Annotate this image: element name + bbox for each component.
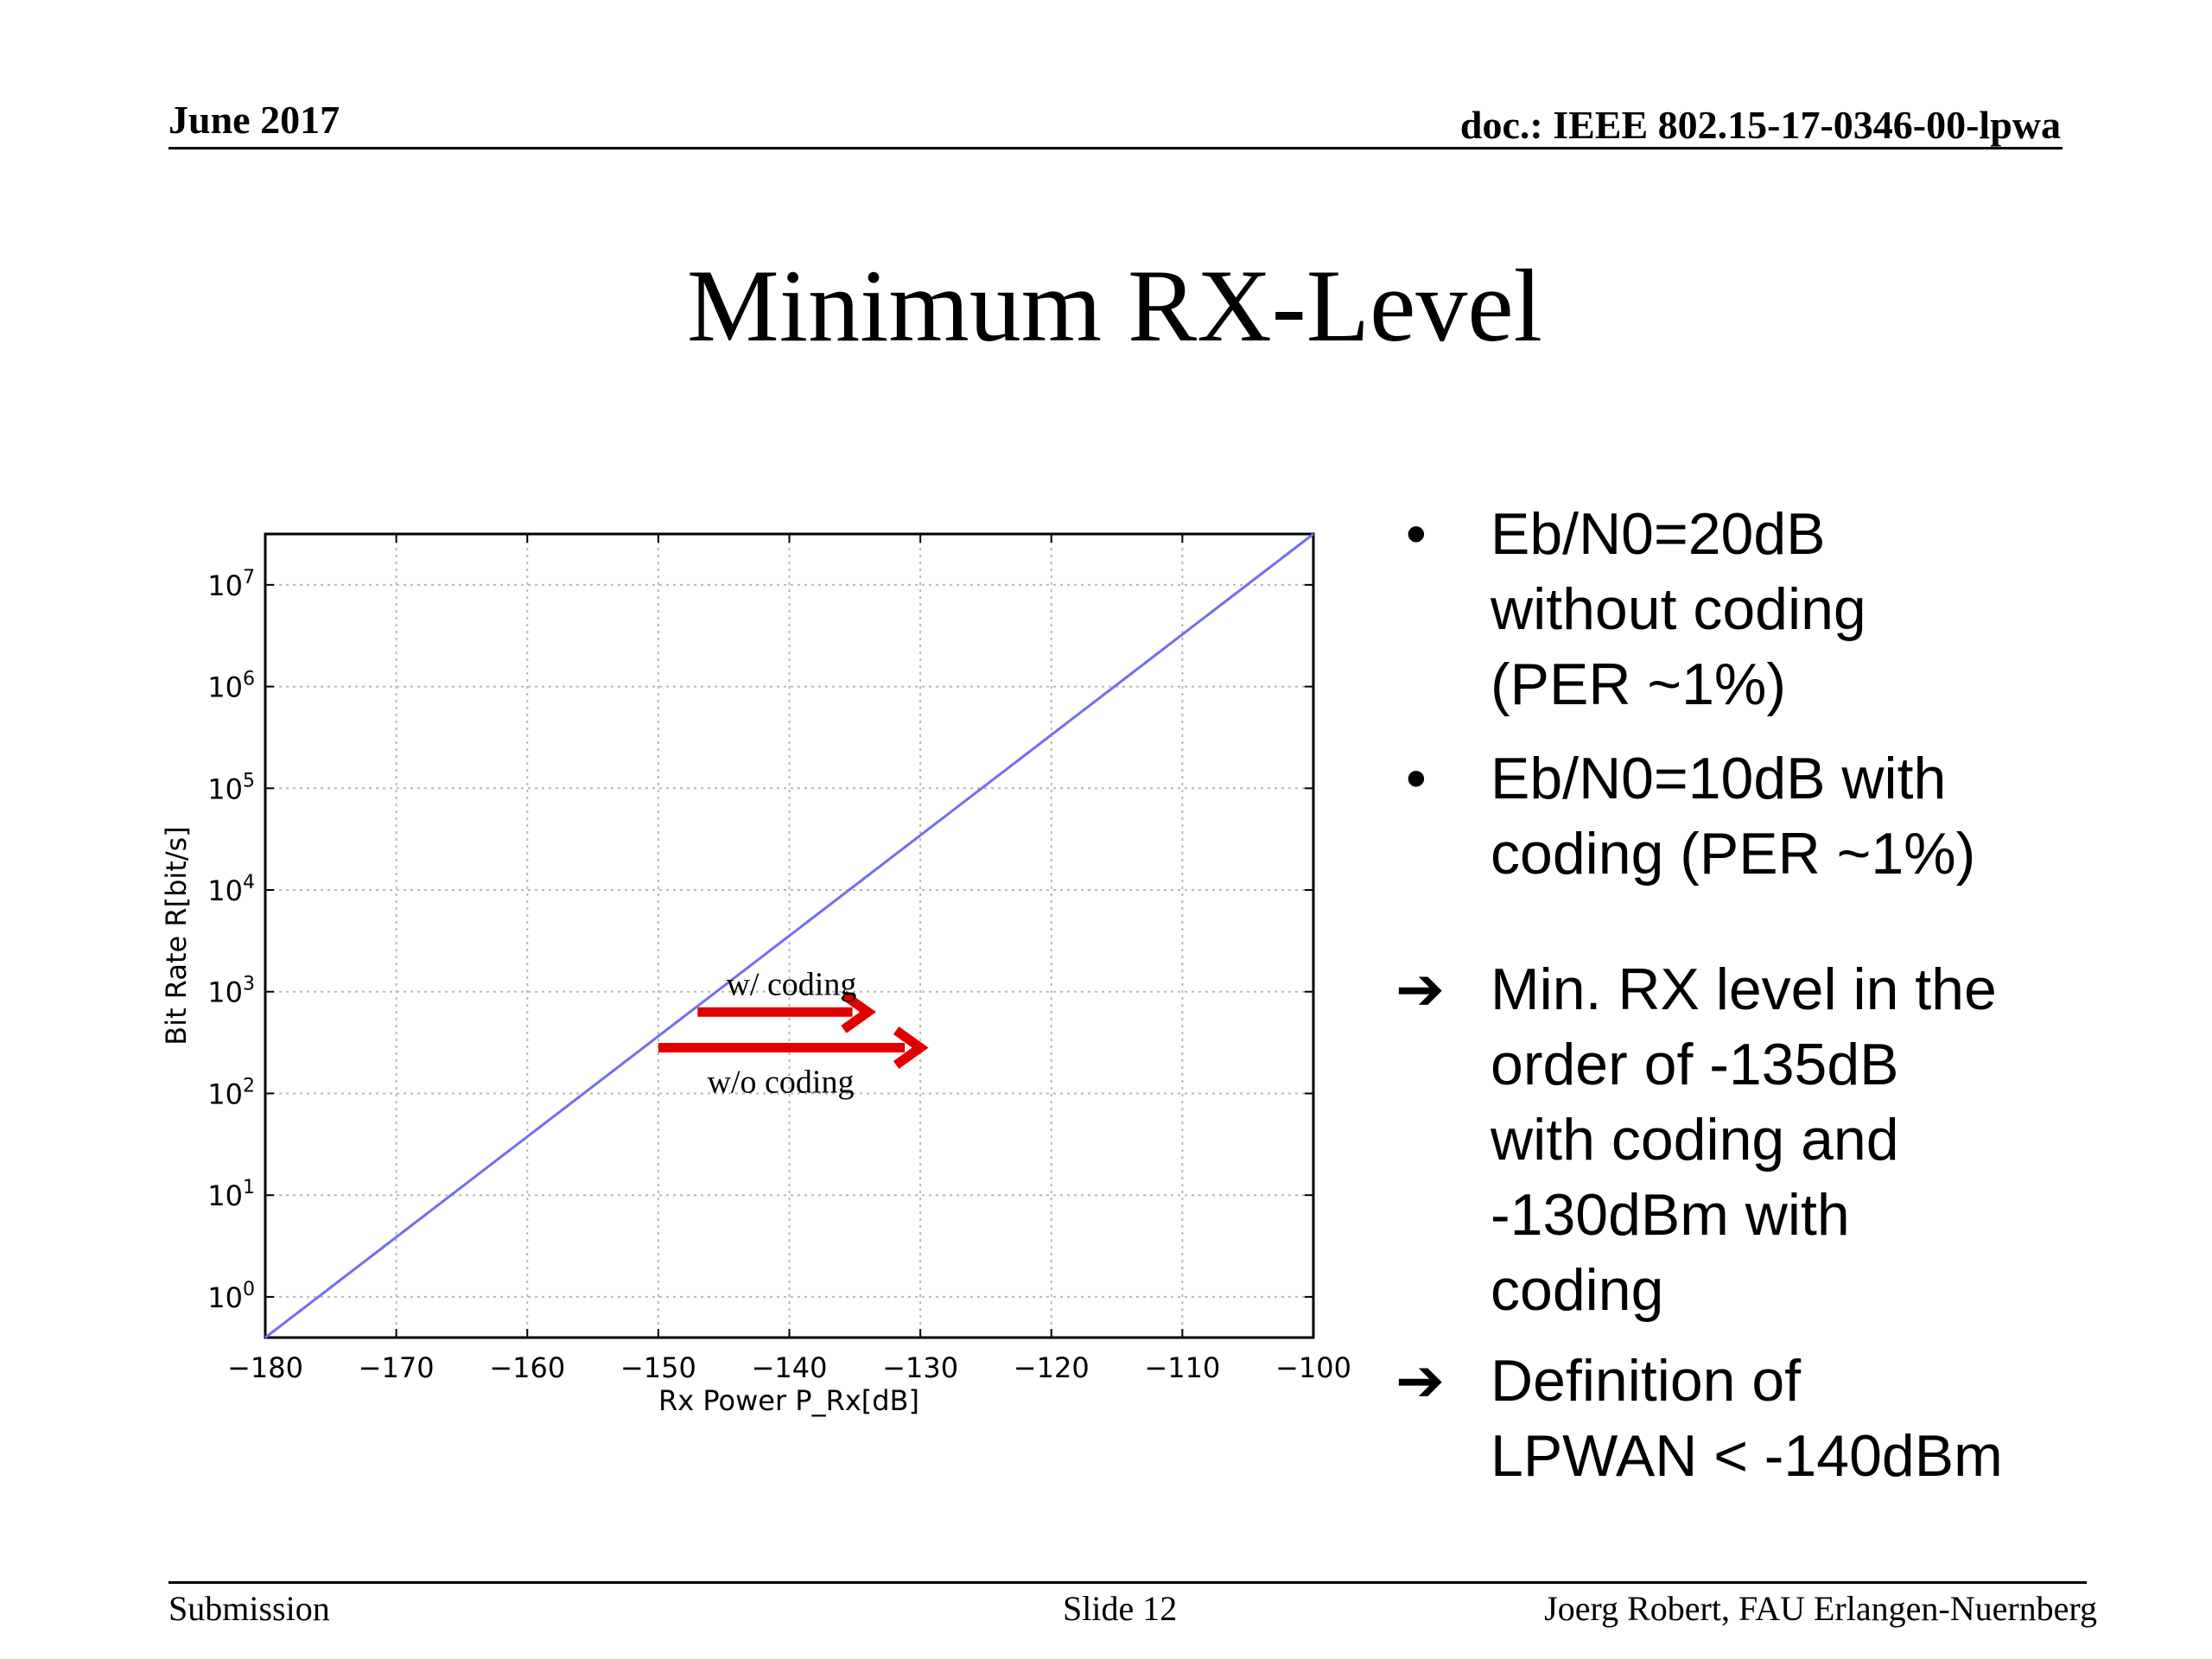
x-tick-label: −180	[227, 1351, 303, 1384]
y-axis-ticks: 100 101 102 103 104 105 106 107	[207, 567, 1313, 1314]
header-doc-id: doc.: IEEE 802.15-17-0346-00-lpwa	[1459, 103, 2061, 147]
chart-series	[264, 532, 1314, 1339]
x-tick-label: −170	[359, 1351, 435, 1384]
arrow-right-icon: ➔	[1395, 1348, 1445, 1414]
y-tick-label: 101	[207, 1177, 255, 1212]
bullet-dot-icon: •	[1406, 746, 1427, 811]
annotation-arrow-head	[841, 990, 876, 1033]
annotation-arrow-head	[893, 1027, 929, 1069]
bullet-line: Definition of	[1491, 1348, 1802, 1414]
x-tick-label: −110	[1144, 1351, 1220, 1384]
header-rule	[168, 147, 2063, 149]
bullet-line: without coding	[1491, 576, 1866, 642]
bullet-line: coding	[1491, 1257, 1664, 1323]
slide-title: Minimum RX-Level	[687, 248, 1542, 363]
bullet-line: (PER ~1%)	[1491, 652, 1786, 717]
x-tick-label: −130	[882, 1351, 958, 1384]
y-axis-label: Bit Rate R[bit/s]	[160, 826, 193, 1046]
x-tick-label: −150	[620, 1351, 696, 1384]
footer-slide-number: Slide 12	[1063, 1589, 1178, 1628]
y-tick-label: 105	[207, 770, 255, 805]
x-axis-label: Rx Power P_Rx[dB]	[658, 1384, 919, 1417]
arrow-right-icon: ➔	[1395, 957, 1445, 1022]
y-tick-label: 104	[207, 872, 255, 907]
y-tick-label: 102	[207, 1075, 255, 1110]
y-tick-label: 100	[207, 1279, 255, 1314]
x-tick-label: −120	[1014, 1351, 1090, 1384]
x-tick-label: −100	[1275, 1351, 1351, 1384]
bullet-list: • Eb/N0=20dB without coding (PER ~1%) • Eb/N0…	[1395, 497, 2173, 1494]
annotation-label: w/ coding	[726, 966, 856, 1002]
bullet-line: coding (PER ~1%)	[1491, 821, 1976, 887]
annotation-label: w/o coding	[708, 1064, 855, 1100]
bullet-line: Eb/N0=10dB with	[1491, 746, 1947, 811]
footer-author: Joerg Robert, FAU Erlangen-Nuernberg	[1544, 1589, 2097, 1628]
bullet-item: ➔ Definition of LPWAN < -140dBm	[1395, 1344, 2173, 1494]
chart-annotations: w/ coding w/o coding	[658, 966, 929, 1100]
footer-submission: Submission	[168, 1589, 330, 1628]
bullet-item: ➔ Min. RX level in the order of -135dB with…	[1395, 952, 2173, 1328]
y-tick-label: 103	[207, 974, 255, 1009]
x-axis-ticks: −180 −170 −160 −150 −140 −130 −120 −110 −100	[227, 534, 1351, 1384]
bullet-line: LPWAN < -140dBm	[1491, 1423, 2003, 1489]
bullet-item: • Eb/N0=20dB without coding (PER ~1%)	[1395, 497, 2173, 722]
header-date: June 2017	[168, 98, 340, 142]
footer-rule	[168, 1581, 2087, 1584]
x-tick-label: −140	[752, 1351, 828, 1384]
y-tick-label: 106	[207, 669, 255, 704]
bullet-line: order of -135dB	[1491, 1032, 1899, 1097]
y-tick-label: 107	[207, 567, 255, 602]
bullet-dot-icon: •	[1406, 501, 1427, 567]
bullet-line: with coding and	[1491, 1107, 1899, 1173]
bullet-line: Eb/N0=20dB	[1491, 501, 1826, 567]
bullet-line: Min. RX level in the	[1491, 957, 1997, 1022]
series-line	[264, 532, 1314, 1339]
bullet-item: • Eb/N0=10dB with coding (PER ~1%)	[1395, 741, 2173, 892]
bullet-line: -130dBm with	[1491, 1182, 1850, 1248]
x-tick-label: −160	[489, 1351, 565, 1384]
bit-rate-chart: −180 −170 −160 −150 −140 −130 −120 −110 −100 100…	[160, 532, 1351, 1417]
